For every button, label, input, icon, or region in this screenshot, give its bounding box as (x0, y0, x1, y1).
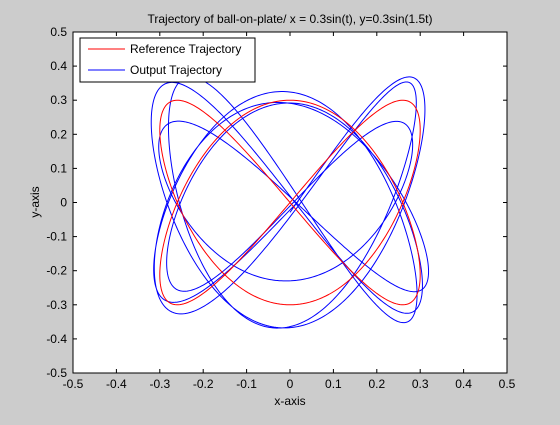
x-tick-label: 0 (287, 377, 294, 391)
series-layer (150, 76, 430, 329)
y-tick-label: -0.1 (46, 230, 67, 244)
x-tick-label: -0.4 (106, 377, 127, 391)
x-tick-label: -0.2 (193, 377, 214, 391)
x-tick-label: 0.2 (368, 377, 385, 391)
x-tick-label: 0.5 (499, 377, 516, 391)
legend-label-reference: Reference Trajectory (130, 42, 241, 56)
y-tick-label: 0.4 (50, 59, 67, 73)
y-tick-label: 0.3 (50, 93, 67, 107)
x-tick-label: 0.4 (455, 377, 472, 391)
y-tick-label: -0.5 (46, 366, 67, 380)
y-axis-label: y-axis (28, 186, 42, 217)
y-tick-label: 0 (60, 196, 67, 210)
x-tick-label: 0.3 (412, 377, 429, 391)
x-axis-ticks: -0.5 -0.4 -0.3 -0.2 -0.1 0 0.1 0.2 0.3 0.4 0.5 (63, 32, 516, 391)
x-tick-label: 0.1 (325, 377, 342, 391)
x-tick-label: -0.3 (149, 377, 170, 391)
y-tick-label: -0.4 (46, 332, 67, 346)
legend-label-output: Output Trajectory (130, 63, 222, 77)
y-tick-label: 0.2 (50, 127, 67, 141)
y-tick-label: 0.5 (50, 25, 67, 39)
series-line-output (150, 76, 430, 329)
legend-box (79, 37, 256, 83)
x-axis-label: x-axis (274, 394, 305, 408)
chart-title: Trajectory of ball-on-plate/ x = 0.3sin(… (147, 12, 432, 26)
x-tick-label: -0.5 (63, 377, 84, 391)
x-tick-label: -0.1 (236, 377, 257, 391)
y-tick-label: 0.1 (50, 161, 67, 175)
y-axis-ticks: -0.5 -0.4 -0.3 -0.2 -0.1 0 0.1 0.2 0.3 0.4 0.5 (46, 25, 507, 380)
series-line-reference (159, 99, 421, 306)
y-tick-label: -0.2 (46, 264, 67, 278)
y-tick-label: -0.3 (46, 298, 67, 312)
legend: Reference Trajectory Output Trajectory (79, 37, 256, 83)
